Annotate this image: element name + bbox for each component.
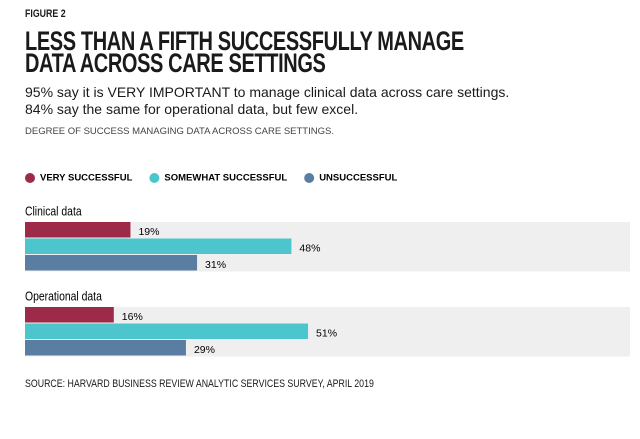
bar	[25, 340, 186, 356]
source: SOURCE: HARVARD BUSINESS REVIEW ANALYTIC…	[25, 378, 374, 390]
legend-label: SOMEWHAT SUCCESSFUL	[164, 173, 287, 184]
value-label: 48%	[299, 243, 320, 255]
chart-title: LESS THAN A FIFTH SUCCESSFULLY MANAGE DA…	[25, 26, 464, 78]
value-label: 31%	[205, 259, 226, 271]
bar	[25, 255, 198, 271]
category-label: Operational data	[25, 289, 102, 303]
category-label: Clinical data	[25, 204, 82, 218]
value-label: 16%	[122, 311, 143, 323]
legend-label: VERY SUCCESSFUL	[40, 173, 133, 184]
bar	[25, 323, 309, 339]
note: DEGREE OF SUCCESS MANAGING DATA ACROSS C…	[25, 126, 334, 137]
figure-label: FIGURE 2	[25, 8, 66, 20]
value-label: 29%	[194, 344, 215, 356]
legend-marker	[25, 173, 35, 183]
bar	[25, 222, 131, 238]
bar	[25, 307, 114, 323]
legend-marker	[304, 173, 315, 183]
legend-label: UNSUCCESSFUL	[319, 173, 397, 184]
value-label: 51%	[316, 328, 337, 340]
legend-marker	[149, 173, 160, 183]
value-label: 19%	[138, 226, 159, 238]
subtitle: 95% say it is VERY IMPORTANT to manage c…	[25, 84, 510, 117]
bar	[25, 238, 292, 254]
